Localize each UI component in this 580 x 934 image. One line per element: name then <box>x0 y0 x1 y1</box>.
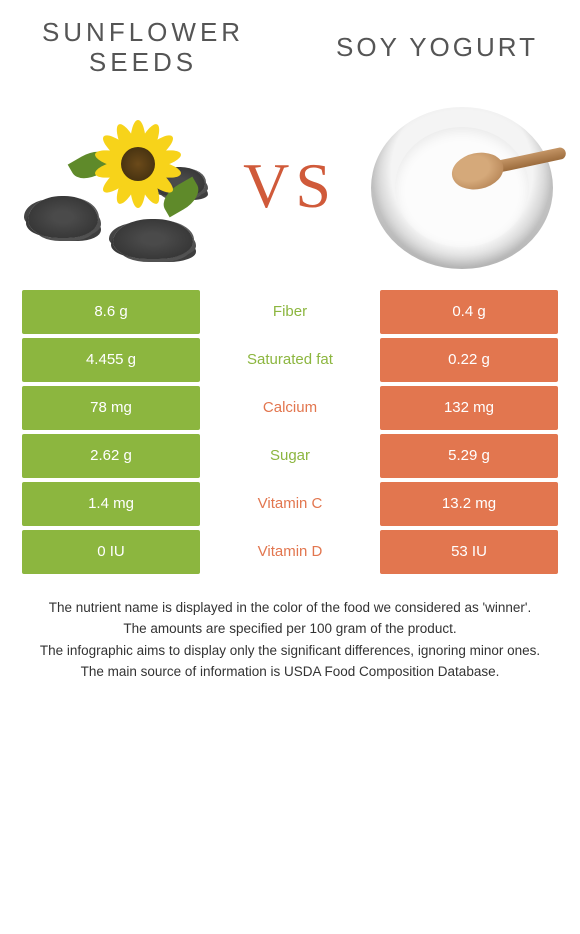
right-title: SOY YOGURT <box>336 32 538 62</box>
footnote-line: The nutrient name is displayed in the co… <box>12 598 568 618</box>
right-value: 0.4 g <box>380 290 558 334</box>
left-food-image <box>18 106 218 266</box>
sunflower-icon <box>23 111 213 261</box>
nutrient-name: Fiber <box>200 290 380 334</box>
right-value: 13.2 mg <box>380 482 558 526</box>
table-row: 78 mgCalcium132 mg <box>22 386 558 430</box>
right-value: 53 IU <box>380 530 558 574</box>
left-value: 4.455 g <box>22 338 200 382</box>
table-row: 4.455 gSaturated fat0.22 g <box>22 338 558 382</box>
left-value: 8.6 g <box>22 290 200 334</box>
nutrient-table: 8.6 gFiber0.4 g4.455 gSaturated fat0.22 … <box>22 290 558 574</box>
left-value: 2.62 g <box>22 434 200 478</box>
left-value: 0 IU <box>22 530 200 574</box>
left-value: 78 mg <box>22 386 200 430</box>
right-value: 0.22 g <box>380 338 558 382</box>
left-value: 1.4 mg <box>22 482 200 526</box>
nutrient-name: Saturated fat <box>200 338 380 382</box>
nutrient-name: Vitamin D <box>200 530 380 574</box>
nutrient-name: Vitamin C <box>200 482 380 526</box>
footnote-line: The infographic aims to display only the… <box>12 641 568 661</box>
footnotes: The nutrient name is displayed in the co… <box>12 598 568 682</box>
footnote-line: The main source of information is USDA F… <box>12 662 568 682</box>
vs-label: VS <box>243 149 337 223</box>
nutrient-name: Calcium <box>200 386 380 430</box>
right-value: 132 mg <box>380 386 558 430</box>
left-food-title: SUNFLOWER SEEDS <box>28 18 258 78</box>
table-row: 8.6 gFiber0.4 g <box>22 290 558 334</box>
yogurt-bowl-icon <box>367 101 557 271</box>
left-title-line1: SUNFLOWER <box>42 17 244 47</box>
right-food-image <box>362 106 562 266</box>
images-row: VS <box>0 78 580 286</box>
right-food-title: SOY YOGURT <box>322 33 552 63</box>
footnote-line: The amounts are specified per 100 gram o… <box>12 619 568 639</box>
right-value: 5.29 g <box>380 434 558 478</box>
header-row: SUNFLOWER SEEDS SOY YOGURT <box>0 0 580 78</box>
table-row: 1.4 mgVitamin C13.2 mg <box>22 482 558 526</box>
table-row: 2.62 gSugar5.29 g <box>22 434 558 478</box>
table-row: 0 IUVitamin D53 IU <box>22 530 558 574</box>
nutrient-name: Sugar <box>200 434 380 478</box>
left-title-line2: SEEDS <box>89 47 197 77</box>
